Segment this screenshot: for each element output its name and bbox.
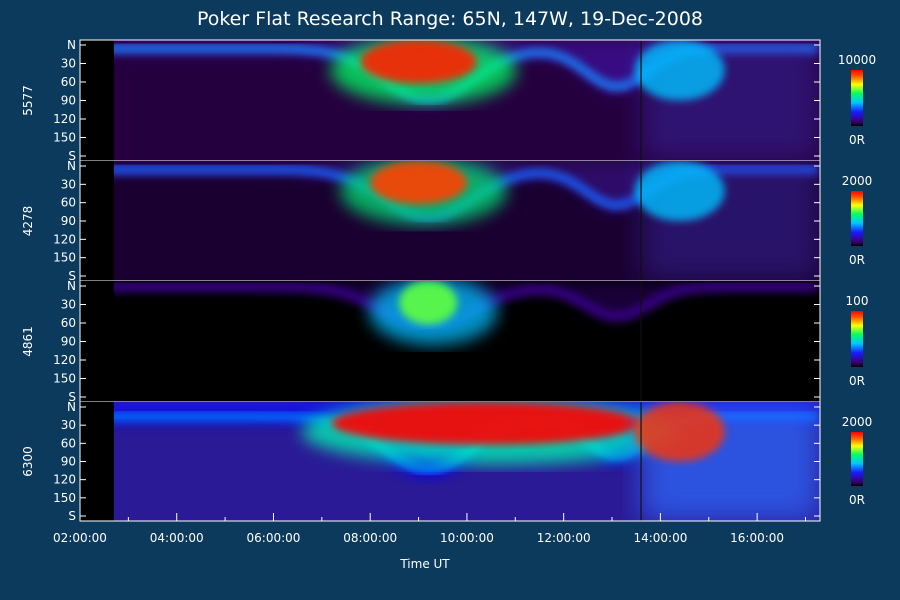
x-tick-label: 12:00:00 xyxy=(537,531,591,545)
y-tick-label: 90 xyxy=(61,455,76,469)
y-tick-label: 30 xyxy=(61,57,76,71)
panel-ylabel-4278: 4278 xyxy=(21,206,35,237)
y-tick-label: N xyxy=(67,400,76,414)
colorbar-min-label: 0R xyxy=(849,253,865,267)
x-axis-label: Time UT xyxy=(399,557,450,571)
colorbar-4861 xyxy=(851,311,863,367)
y-tick-label: 150 xyxy=(53,491,76,505)
colorbar-max-label: 2000 xyxy=(842,174,873,188)
colorbar-min-label: 0R xyxy=(849,133,865,147)
colorbar-max-label: 10000 xyxy=(838,53,876,67)
x-tick-label: 14:00:00 xyxy=(633,531,687,545)
emission-core xyxy=(360,40,477,84)
y-tick-label: 120 xyxy=(53,232,76,246)
y-tick-label: 120 xyxy=(53,353,76,367)
chart-title: Poker Flat Research Range: 65N, 147W, 19… xyxy=(196,8,704,30)
x-tick-label: 02:00:00 xyxy=(53,531,107,545)
y-tick-label: 30 xyxy=(61,177,76,191)
spectrogram-panel-4861 xyxy=(80,281,820,403)
y-tick-label: 150 xyxy=(53,131,76,145)
y-tick-label: 60 xyxy=(61,316,76,330)
spectrogram-panel-6300 xyxy=(80,402,820,522)
y-tick-label: 60 xyxy=(61,75,76,89)
y-tick-label: 120 xyxy=(53,112,76,126)
spectrogram-panel-5577 xyxy=(80,40,820,162)
y-tick-label: N xyxy=(67,38,76,52)
y-tick-label: S xyxy=(68,390,76,404)
plot-frame xyxy=(79,39,821,522)
y-tick-label: 90 xyxy=(61,335,76,349)
y-tick-label: 120 xyxy=(53,473,76,487)
colorbar-min-label: 0R xyxy=(849,493,865,507)
y-tick-label: S xyxy=(68,269,76,283)
x-tick-label: 04:00:00 xyxy=(150,531,204,545)
colorbar-max-label: 100 xyxy=(846,294,869,308)
y-tick-label: N xyxy=(67,159,76,173)
y-tick-label: S xyxy=(68,509,76,523)
panel-ylabel-6300: 6300 xyxy=(21,446,35,477)
late-aurora-bright xyxy=(634,40,725,101)
spectrogram-panel-4278 xyxy=(80,161,820,282)
colorbar-max-label: 2000 xyxy=(842,415,873,429)
panel-ylabel-5577: 5577 xyxy=(21,85,35,116)
y-tick-label: 90 xyxy=(61,94,76,108)
y-tick-label: 150 xyxy=(53,372,76,386)
colorbar-min-label: 0R xyxy=(849,374,865,388)
y-tick-label: 150 xyxy=(53,251,76,265)
y-tick-label: 90 xyxy=(61,214,76,228)
y-tick-label: 30 xyxy=(61,418,76,432)
x-tick-label: 10:00:00 xyxy=(440,531,494,545)
y-tick-label: 60 xyxy=(61,436,76,450)
y-tick-label: S xyxy=(68,149,76,163)
emission-core xyxy=(331,402,642,445)
y-tick-label: 60 xyxy=(61,196,76,210)
emission-core xyxy=(370,161,467,205)
x-tick-label: 08:00:00 xyxy=(343,531,397,545)
colorbar-6300 xyxy=(851,432,863,486)
late-aurora-bright xyxy=(634,402,725,462)
panel-ylabel-4861: 4861 xyxy=(21,326,35,357)
y-tick-label: 30 xyxy=(61,298,76,312)
emission-core xyxy=(399,281,458,325)
x-tick-label: 06:00:00 xyxy=(247,531,301,545)
late-aurora-bright xyxy=(634,161,725,221)
colorbar-4278 xyxy=(851,191,863,246)
colorbar-5577 xyxy=(851,70,863,126)
x-tick-label: 16:00:00 xyxy=(730,531,784,545)
y-tick-label: N xyxy=(67,279,76,293)
